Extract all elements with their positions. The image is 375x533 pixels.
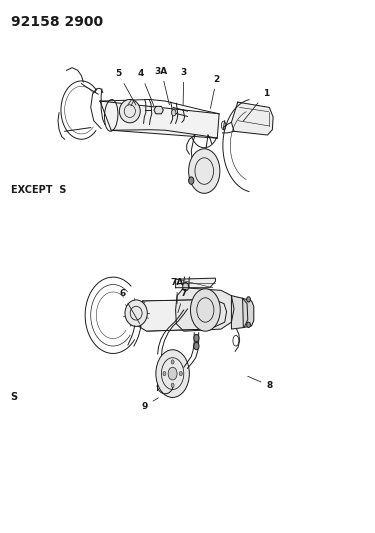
Ellipse shape (119, 100, 140, 123)
Polygon shape (231, 296, 248, 329)
Text: 9: 9 (141, 398, 158, 411)
Text: 3: 3 (181, 68, 187, 104)
Ellipse shape (189, 177, 194, 184)
Text: 7A: 7A (170, 278, 184, 303)
Ellipse shape (156, 350, 189, 398)
Ellipse shape (171, 110, 176, 116)
Text: 2: 2 (210, 75, 220, 108)
Text: 5: 5 (116, 69, 136, 105)
Ellipse shape (194, 342, 199, 350)
Text: S: S (11, 392, 18, 402)
Ellipse shape (125, 300, 147, 326)
Ellipse shape (190, 289, 220, 331)
Ellipse shape (163, 372, 166, 376)
Text: 8: 8 (248, 376, 273, 390)
Ellipse shape (183, 282, 189, 291)
Polygon shape (176, 288, 234, 331)
Text: 7: 7 (178, 289, 187, 313)
Ellipse shape (171, 383, 174, 387)
Text: 4: 4 (138, 69, 154, 107)
Ellipse shape (168, 367, 177, 380)
Polygon shape (100, 101, 219, 138)
Polygon shape (154, 107, 163, 114)
Text: 6: 6 (119, 289, 140, 324)
Text: 1: 1 (243, 89, 269, 121)
Ellipse shape (247, 322, 250, 327)
Ellipse shape (247, 297, 250, 302)
Ellipse shape (189, 149, 220, 193)
Polygon shape (176, 278, 215, 288)
Ellipse shape (179, 372, 182, 376)
Ellipse shape (171, 360, 174, 364)
Text: 3A: 3A (155, 67, 170, 104)
Text: EXCEPT  S: EXCEPT S (11, 184, 66, 195)
Ellipse shape (194, 334, 199, 342)
Polygon shape (135, 300, 226, 331)
Text: 92158 2900: 92158 2900 (11, 14, 103, 29)
Polygon shape (243, 298, 254, 327)
Polygon shape (231, 102, 273, 135)
